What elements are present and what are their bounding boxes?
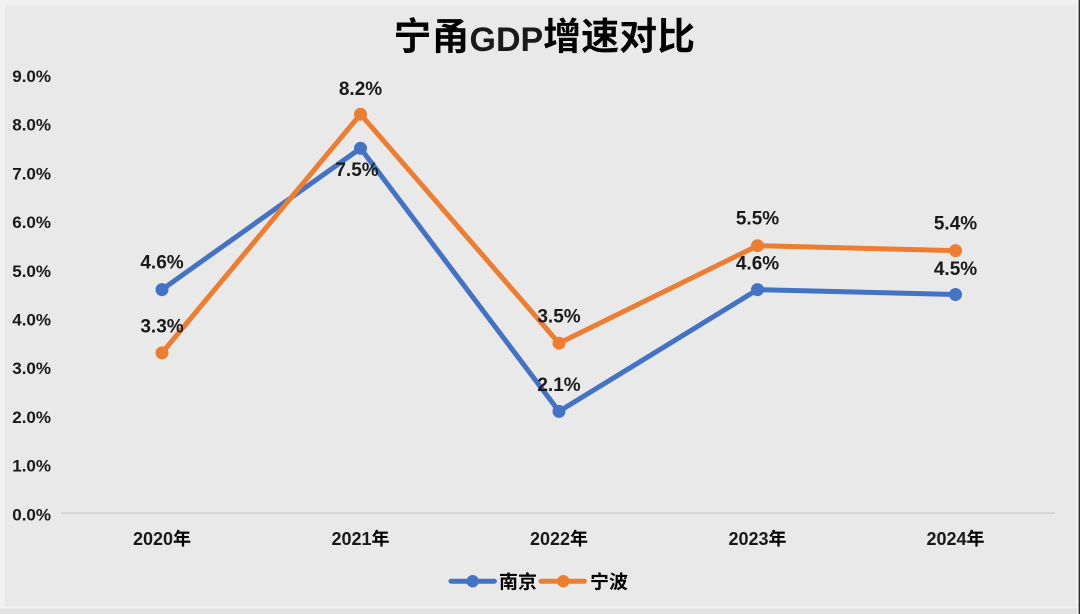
svg-text:2024: 2024 bbox=[927, 529, 967, 549]
svg-text:9.0%: 9.0% bbox=[12, 67, 51, 86]
svg-text:3.5%: 3.5% bbox=[537, 306, 580, 327]
svg-text:5.4%: 5.4% bbox=[934, 214, 977, 235]
svg-text:2.0%: 2.0% bbox=[12, 408, 51, 427]
svg-text:2020: 2020 bbox=[133, 529, 173, 549]
svg-text:5.0%: 5.0% bbox=[12, 262, 51, 281]
svg-text:4.5%: 4.5% bbox=[934, 259, 977, 280]
svg-text:0.0%: 0.0% bbox=[12, 505, 51, 524]
svg-text:2022: 2022 bbox=[530, 529, 570, 549]
svg-text:3.0%: 3.0% bbox=[12, 359, 51, 378]
svg-text:8.0%: 8.0% bbox=[12, 116, 51, 135]
svg-text:2021: 2021 bbox=[332, 529, 372, 549]
svg-text:4.6%: 4.6% bbox=[140, 252, 183, 273]
svg-text:5.5%: 5.5% bbox=[736, 209, 779, 230]
svg-text:GDP: GDP bbox=[470, 21, 544, 59]
svg-text:2.1%: 2.1% bbox=[537, 375, 580, 396]
svg-text:1.0%: 1.0% bbox=[12, 457, 51, 476]
svg-text:8.2%: 8.2% bbox=[339, 79, 382, 100]
svg-text:7.5%: 7.5% bbox=[335, 160, 378, 181]
svg-text:4.0%: 4.0% bbox=[12, 311, 51, 330]
svg-text:7.0%: 7.0% bbox=[12, 164, 51, 183]
svg-text:6.0%: 6.0% bbox=[12, 213, 51, 232]
svg-text:2023: 2023 bbox=[729, 529, 769, 549]
svg-text:4.6%: 4.6% bbox=[736, 253, 779, 274]
svg-text:3.3%: 3.3% bbox=[140, 317, 183, 338]
